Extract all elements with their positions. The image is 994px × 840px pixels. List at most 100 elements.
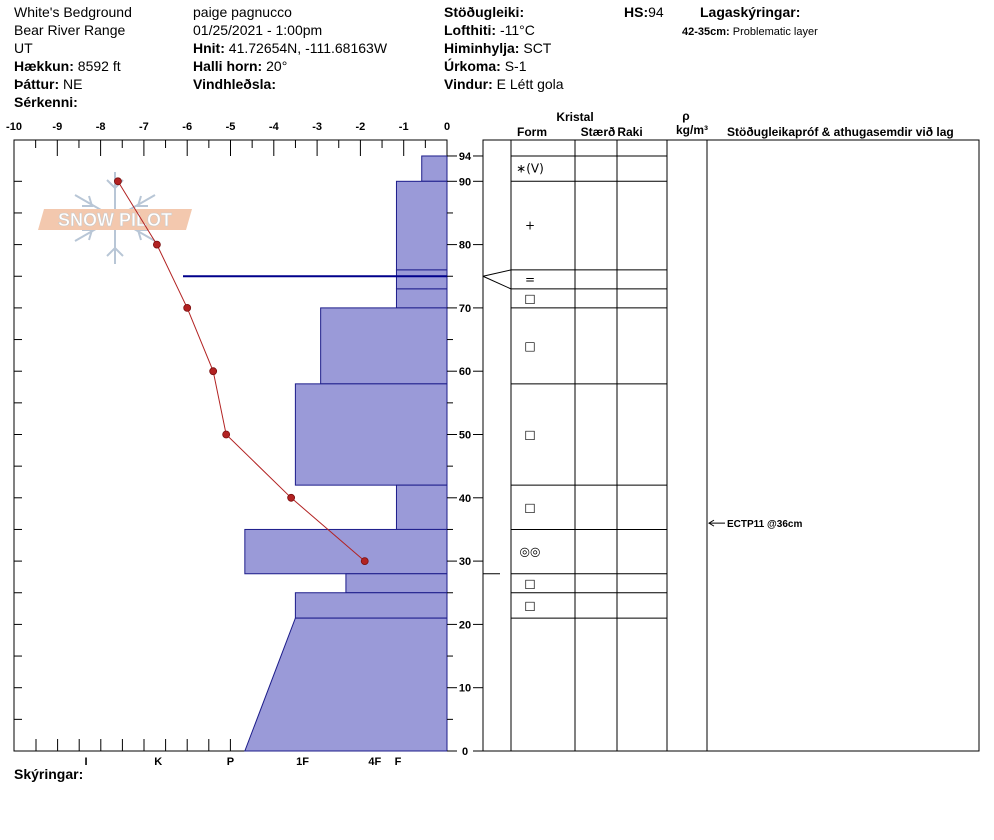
density-unit: kg/m³ [676,123,708,137]
grain-form-symbol: □ [524,576,535,590]
stability-label: Stöðugleiki: [444,4,525,20]
wind-field: Vindur: E Létt gola [444,75,564,93]
grain-form-symbol: ◎◎ [520,545,541,559]
temp-tick-label: -5 [226,121,236,133]
hardness-layer [294,592,448,619]
precip-label: Úrkoma: [444,58,501,74]
height-tick-label: 80 [459,240,471,252]
hs-label: HS: [624,4,649,20]
hardness-layer [395,269,448,290]
height-tick-label: 70 [459,303,471,315]
test-result: ECTP11 @36cm [708,519,802,530]
slope-value: 20° [266,58,288,74]
hardness-layer [345,573,448,594]
temp-tick-label: -7 [139,121,149,133]
temp-tick-label: -1 [399,121,409,133]
hardness-tick-label: 4F [368,756,381,768]
temp-axis: -10 -9 -8 -7 -6 -5 -4 -3 -2 -1 0 [6,121,450,156]
height-axis: 0 10 20 30 40 50 60 70 80 90 94 [447,151,483,758]
density-symbol: ρ [682,109,689,123]
features-field: Sérkenni: [14,93,78,111]
hardness-profile [244,155,448,752]
wind-loading-label: Vindhleðsla: [193,76,276,92]
wind-loading-field: Vindhleðsla: [193,75,276,93]
aspect-label: Þáttur: [14,76,60,92]
hardness-layer [244,528,448,575]
form-header: Form [517,125,547,139]
crystal-header: Kristal [556,110,593,124]
grain-form-symbol: □ [524,339,535,353]
aspect-field: Þáttur: NE [14,75,82,93]
layer-table: Kristal Form Stærð Raki ρ kg/m³ Stöðugle… [482,109,980,752]
airtemp-field: Lofthiti: -11°C [444,21,535,39]
logo-banner [38,209,192,230]
left-minor-ticks [14,180,22,752]
height-tick-label: 10 [459,683,471,695]
temp-tick-label: -8 [96,121,106,133]
elevation-label: Hækkun: [14,58,74,74]
size-header: Stærð [581,125,616,139]
hs-field: HS:94 [624,3,664,21]
coords-field: Hnit: 41.72654N, -111.68163W [193,39,387,57]
problem-layer-range: 42-35cm: [682,26,730,38]
grain-form-symbol: □ [524,428,535,442]
height-tick-label: 94 [459,151,472,163]
temp-point [152,240,161,249]
temp-point [287,493,296,502]
grain-form-symbol: ∗(V) [516,162,544,176]
temp-tick-label: -2 [356,121,366,133]
grain-form-symbol: = [525,272,535,286]
location-name: White's Bedground [14,4,132,20]
test-result-label: ECTP11 @36cm [727,519,802,530]
height-tick-label: 50 [459,430,471,442]
temp-point [222,430,231,439]
height-tick-label: 30 [459,556,471,568]
wind-label: Vindur: [444,76,493,92]
height-tick-label: 40 [459,493,471,505]
coords-label: Hnit: [193,40,225,56]
problem-layer-text: Problematic layer [732,26,818,38]
features-label: Sérkenni: [14,94,78,110]
range-name: Bear River Range [14,22,126,38]
elevation-field: Hækkun: 8592 ft [14,57,121,75]
hardness-layer [294,383,448,486]
comments-label: Skýringar: [14,766,84,782]
hardness-layer [244,617,448,752]
temp-point [209,367,218,376]
elevation-value: 8592 ft [77,58,121,74]
sky-value: SCT [523,40,552,56]
sky-label: Himinhylja: [444,40,520,56]
state-name: UT [14,40,33,56]
height-tick-label: 60 [459,366,471,378]
temp-tick-label: -3 [312,121,322,133]
tests-header: Stöðugleikapróf & athugasemdir við lag [727,125,954,139]
connector-line [482,275,512,290]
temp-tick-label: -9 [52,121,62,133]
grain-form-symbol: □ [524,598,535,612]
moisture-header: Raki [617,125,642,139]
hardness-layer [395,484,448,530]
airtemp-label: Lofthiti: [444,22,497,38]
airtemp-value: -11°C [499,22,535,38]
comments-field: Skýringar: [14,765,83,783]
temp-point [114,177,122,186]
temp-point [183,303,192,312]
problem-layer-note: 42-35cm: Problematic layer [682,23,818,41]
grain-form-symbol: □ [524,291,535,305]
sky-field: Himinhylja: SCT [444,39,551,57]
legend-title: Lagaskýringar: [700,4,801,20]
table-frame [482,139,980,752]
test-arrow-head [708,519,715,527]
temp-tick-label: -6 [182,121,192,133]
coords-value: 41.72654N, -111.68163W [228,40,388,56]
observer-name: paige pagnucco [193,4,292,20]
temperature-profile [114,177,369,565]
hardness-layer [320,307,448,385]
precip-field: Úrkoma: S-1 [444,57,526,75]
hardness-layer [421,155,448,182]
height-tick-label: 0 [462,746,468,758]
hardness-layer [395,180,448,271]
height-tick-label: 90 [459,176,471,188]
precip-value: S-1 [504,58,527,74]
